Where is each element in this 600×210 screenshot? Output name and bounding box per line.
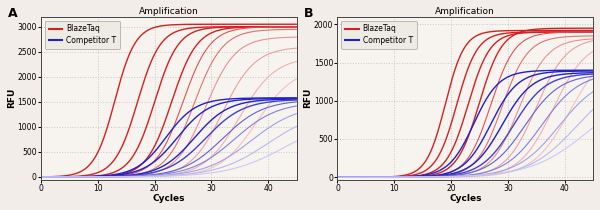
Legend: BlazeTaq, Competitor T: BlazeTaq, Competitor T [341, 21, 416, 49]
Title: Amplification: Amplification [436, 7, 495, 16]
Legend: BlazeTaq, Competitor T: BlazeTaq, Competitor T [45, 21, 120, 49]
Y-axis label: RFU: RFU [304, 88, 313, 108]
X-axis label: Cycles: Cycles [449, 194, 482, 203]
Title: Amplification: Amplification [139, 7, 199, 16]
X-axis label: Cycles: Cycles [152, 194, 185, 203]
Y-axis label: RFU: RFU [7, 88, 16, 108]
Text: A: A [8, 7, 17, 20]
Text: B: B [304, 7, 314, 20]
